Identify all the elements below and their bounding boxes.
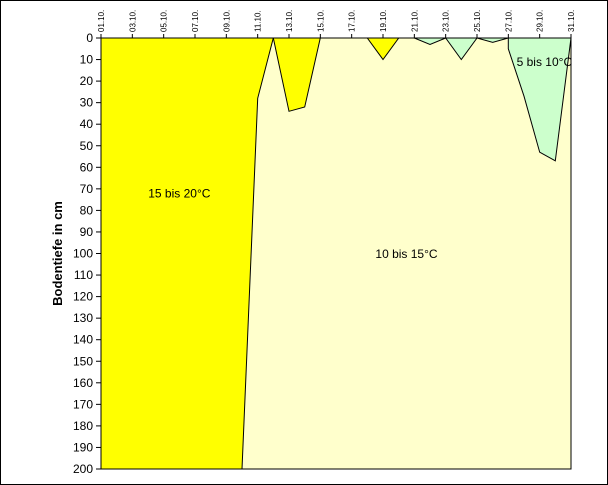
x-tick-label: 03.10. xyxy=(128,10,137,32)
x-tick-label: 17.10. xyxy=(348,10,357,32)
x-tick-label: 13.10. xyxy=(285,10,294,32)
y-tick-label: 120 xyxy=(73,290,93,304)
y-tick-label: 60 xyxy=(80,160,94,174)
x-tick-label: 07.10. xyxy=(191,10,200,32)
y-tick-label: 180 xyxy=(73,419,93,433)
y-tick-label: 110 xyxy=(74,268,93,282)
y-tick-label: 150 xyxy=(73,354,93,368)
x-axis: 01.10. 03.10. 05.10. 07.10. 09.10. 11.10. 13.1… xyxy=(97,10,576,38)
x-tick-label: 19.10. xyxy=(379,10,388,32)
x-tick-label: 23.10. xyxy=(442,10,451,32)
x-tick-label: 21.10. xyxy=(410,10,419,32)
y-tick-label: 170 xyxy=(73,397,93,411)
y-tick-label: 90 xyxy=(80,225,94,239)
x-tick-label: 01.10. xyxy=(97,10,106,32)
temperature-regions xyxy=(100,37,572,470)
y-tick-label: 40 xyxy=(80,117,94,131)
y-tick-label: 0 xyxy=(86,31,93,45)
y-tick-label: 140 xyxy=(73,333,93,347)
y-tick-label: 190 xyxy=(73,440,93,454)
x-tick-label: 29.10. xyxy=(536,10,545,32)
y-tick-label: 200 xyxy=(73,462,93,476)
y-axis-label: Bodentiefe in cm xyxy=(50,201,65,306)
x-tick-label: 25.10. xyxy=(473,10,482,32)
region-label: 10 bis 15°C xyxy=(375,247,438,261)
region-label: 15 bis 20°C xyxy=(148,186,211,200)
y-tick-label: 80 xyxy=(80,203,94,217)
y-tick-label: 100 xyxy=(73,247,93,261)
region-label: 5 bis 10°C xyxy=(517,55,573,69)
y-axis: 0 10 20 30 40 50 60 70 80 90 100 110 120 130 140 150 160… xyxy=(73,31,101,476)
x-tick-label: 09.10. xyxy=(222,10,231,32)
y-tick-label: 30 xyxy=(80,96,94,110)
region-labels: 15 bis 20°C 10 bis 15°C 5 bis 10°C xyxy=(148,55,572,261)
x-tick-label: 15.10. xyxy=(316,10,325,32)
x-tick-label: 27.10. xyxy=(504,10,513,32)
y-tick-label: 10 xyxy=(80,53,94,67)
y-tick-label: 70 xyxy=(80,182,94,196)
y-tick-label: 50 xyxy=(80,139,94,153)
x-tick-label: 11.10. xyxy=(254,10,263,32)
x-tick-label: 05.10. xyxy=(160,10,169,32)
x-tick-label: 31.10. xyxy=(567,10,576,32)
y-tick-label: 20 xyxy=(80,74,94,88)
y-tick-label: 160 xyxy=(73,376,93,390)
y-tick-label: 130 xyxy=(73,311,93,325)
